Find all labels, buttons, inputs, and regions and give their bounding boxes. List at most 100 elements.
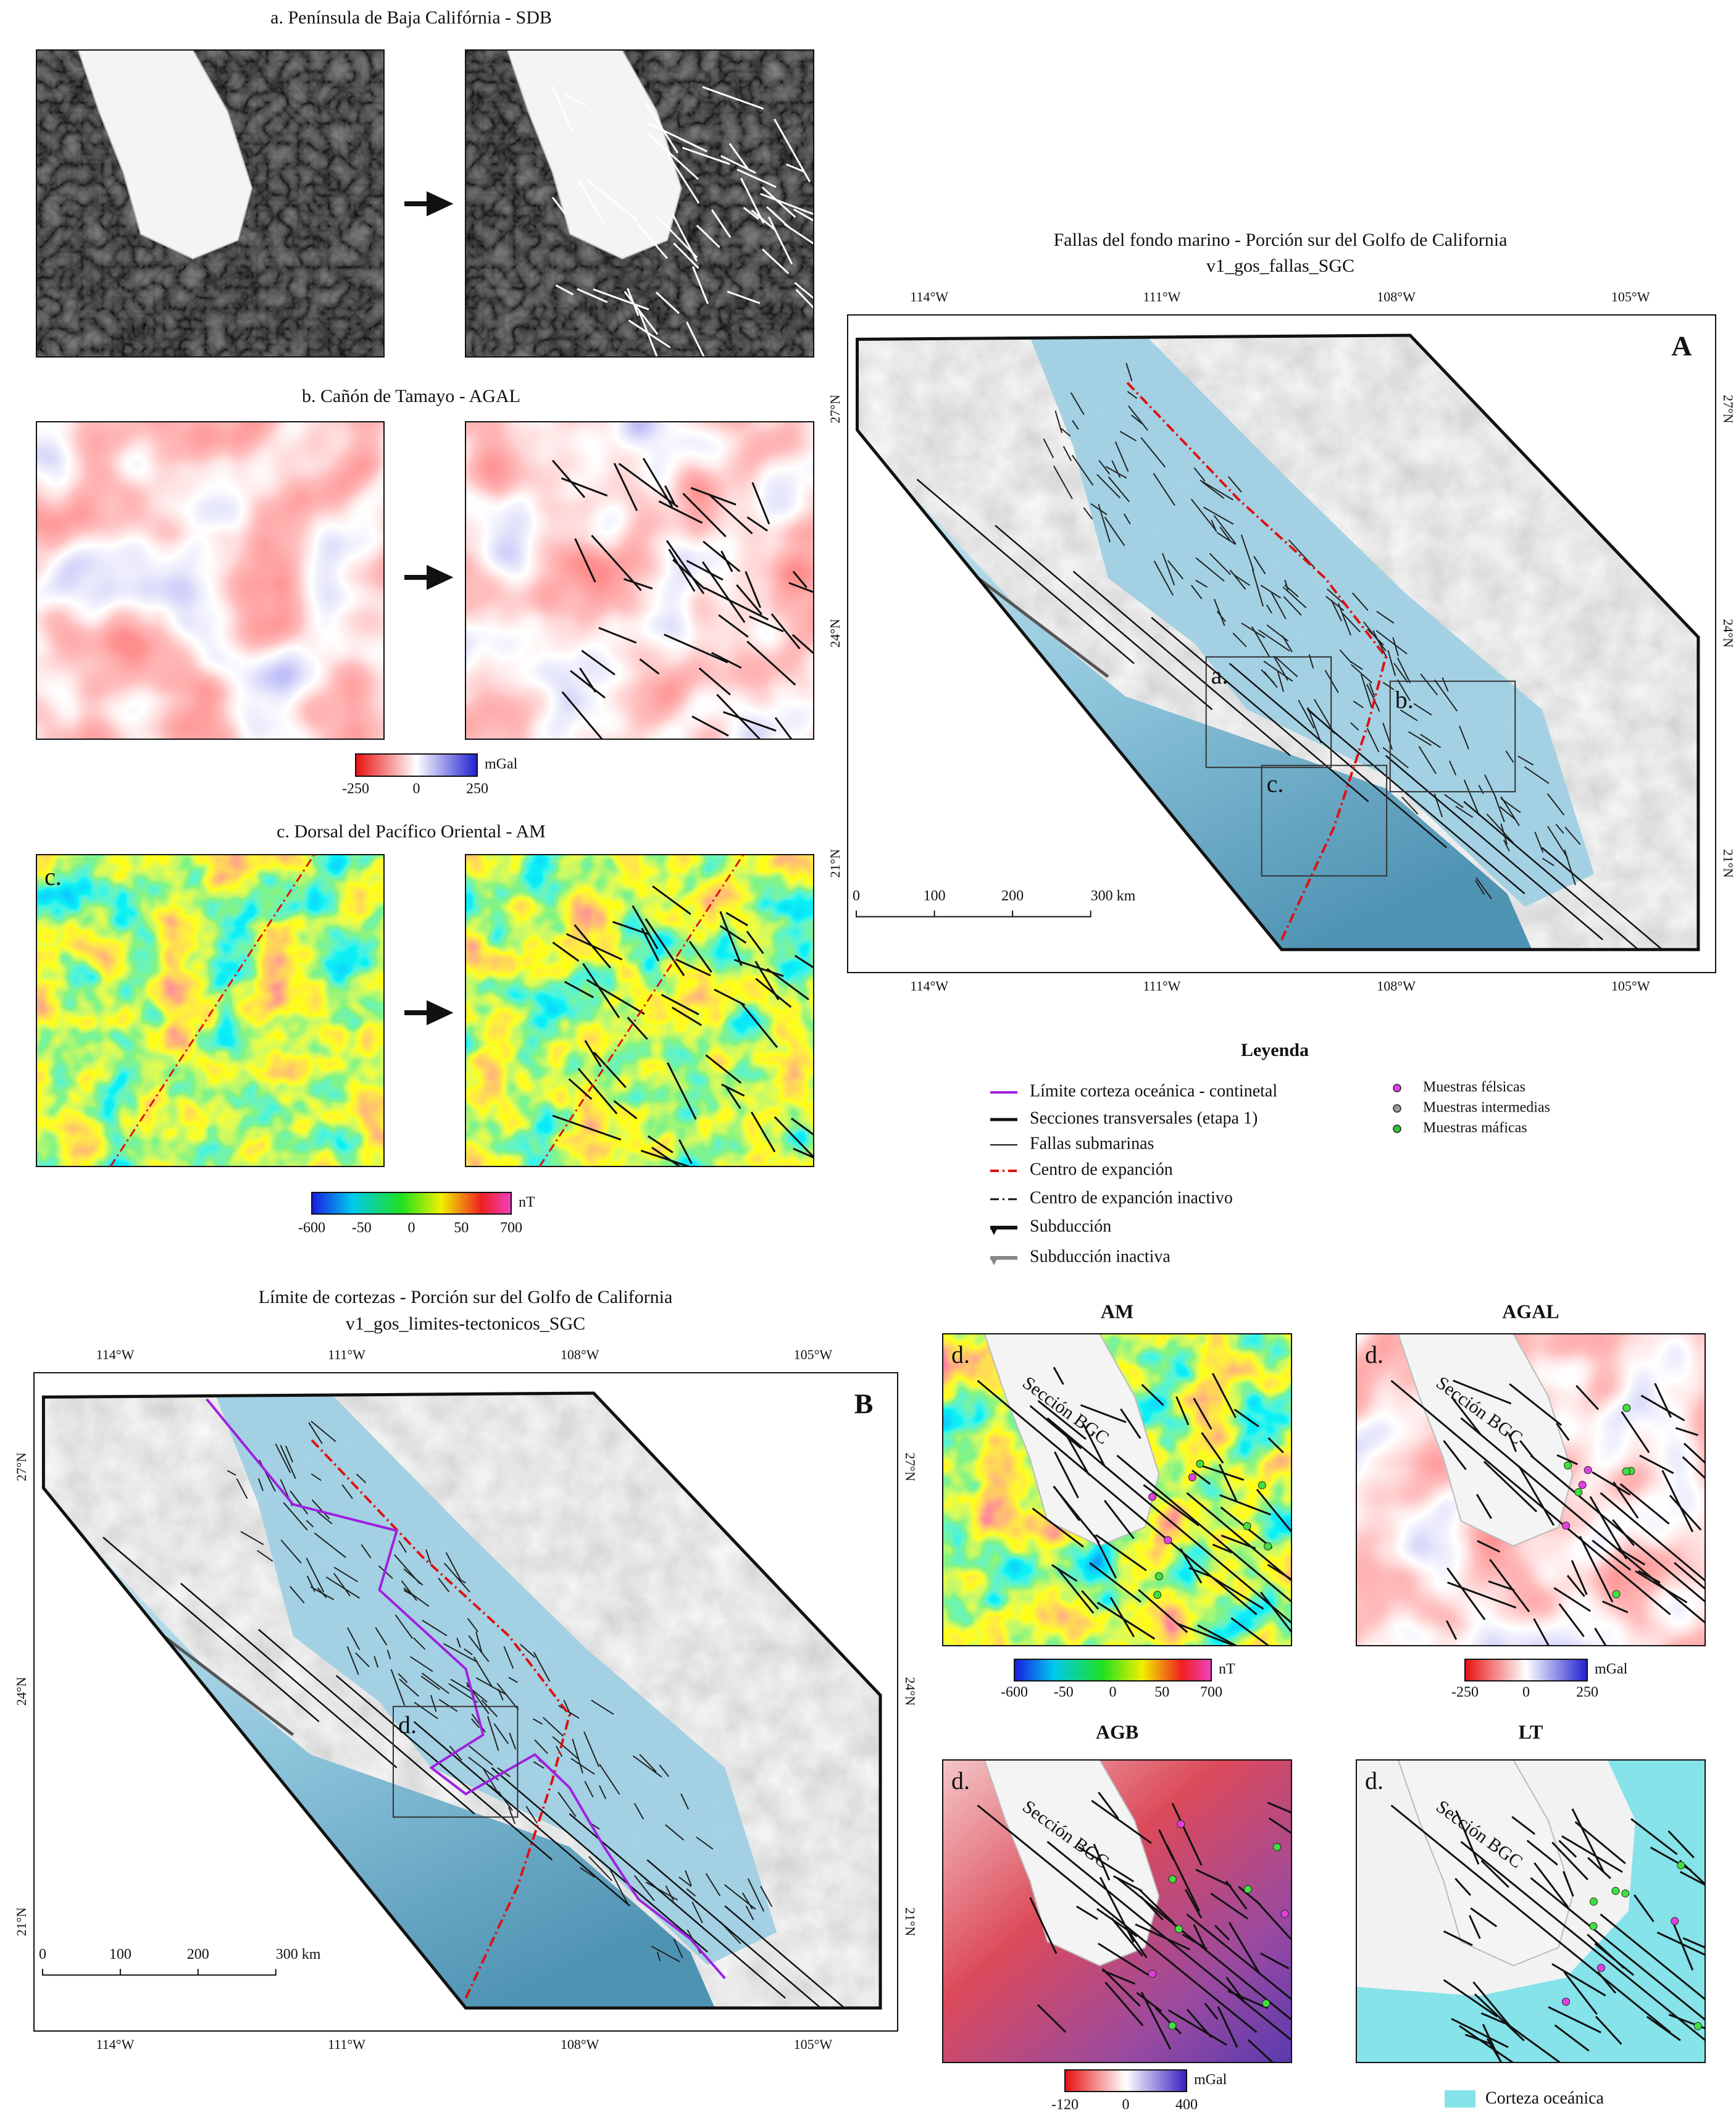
raster: [36, 422, 384, 739]
colorbar-unit: mGal: [1194, 2072, 1227, 2088]
legend-label: Centro de expanción: [1030, 1160, 1173, 1179]
lon-label: 105°W: [1611, 289, 1650, 304]
sample-dot: [1677, 1862, 1685, 1869]
sample-dot: [1563, 1522, 1570, 1530]
colorbar: [1465, 1659, 1587, 1681]
lon-label: 108°W: [1377, 978, 1416, 994]
sample-dot: [1694, 2022, 1701, 2030]
legend-label: Fallas submarinas: [1030, 1134, 1154, 1153]
colorbar-tick-label: -600: [298, 1220, 325, 1236]
lon-label: 114°W: [910, 289, 948, 304]
sample-dot: [1169, 1875, 1176, 1883]
legend-label: Subducción inactiva: [1030, 1247, 1171, 1266]
sample-dot: [1149, 1493, 1156, 1501]
panel-title: AGB: [1096, 1720, 1138, 1743]
colorbar-tick-label: 400: [1175, 2097, 1198, 2113]
panel-title: b. Cañón de Tamayo - AGAL: [302, 386, 520, 406]
sample-dot: [1622, 1468, 1630, 1475]
scale-bar: [856, 910, 1091, 916]
map-subtitle: v1_gos_limites-tectonicos_SGC: [346, 1313, 585, 1334]
colorbar-unit: nT: [519, 1194, 535, 1210]
sample-dot: [1579, 1481, 1586, 1489]
inset-label: a.: [1211, 661, 1229, 689]
colorbar-tick-label: 700: [1200, 1685, 1222, 1701]
panel-label: d.: [1365, 1767, 1383, 1795]
inset-label: d.: [398, 1711, 417, 1739]
lat-label: 24°N: [14, 1677, 29, 1706]
map-image: [848, 315, 1736, 1032]
ocean-crust-swatch: [1445, 2090, 1475, 2108]
legend-label: Centro de expanción inactivo: [1030, 1188, 1233, 1207]
legend-label: Límite corteza oceánica - continetal: [1030, 1081, 1277, 1100]
map-image: [34, 1373, 941, 2090]
colorbar: [1014, 1659, 1211, 1681]
sample-dot: [1281, 1910, 1288, 1917]
scale-bar: [43, 1969, 276, 1975]
panel-title: c. Dorsal del Pacífico Oriental - AM: [277, 821, 546, 842]
legend-title: Leyenda: [1241, 1040, 1309, 1060]
lon-label: 108°W: [1377, 289, 1416, 304]
map-image: [1356, 1760, 1736, 2115]
sample-dot: [1563, 1998, 1570, 2006]
colorbar: [312, 1192, 511, 1214]
sample-dot: [1623, 1404, 1630, 1412]
lat-label: 27°N: [14, 1452, 29, 1481]
sample-dot: [1622, 1890, 1629, 1897]
colorbar: [356, 754, 477, 776]
colorbar-tick-label: 50: [1154, 1685, 1169, 1701]
colorbar: [1065, 2070, 1187, 2092]
sample-dot: [1188, 1473, 1196, 1481]
legend-label: Muestras intermedias: [1423, 1100, 1550, 1116]
raster: [465, 422, 814, 739]
colorbar-tick-label: -600: [1001, 1685, 1028, 1701]
lat-label: 21°N: [1721, 849, 1736, 878]
inset-label: c.: [1267, 770, 1284, 798]
sample-dot: [1169, 2022, 1176, 2030]
sample-dot: [1612, 1887, 1619, 1895]
lon-label: 111°W: [328, 1347, 365, 1362]
colorbar-tick-label: 0: [1522, 1685, 1530, 1701]
arrow: [404, 195, 448, 212]
map-letter: B: [854, 1388, 874, 1420]
scale-label: 200: [187, 1946, 209, 1962]
scale-label: 100: [924, 888, 946, 904]
legend-label: Secciones transversales (etapa 1): [1030, 1108, 1258, 1128]
scale-label: 300 km: [276, 1946, 321, 1962]
sample-dot: [1264, 1543, 1272, 1550]
sample-dot: [1244, 1885, 1251, 1893]
legend-label: Corteza oceánica: [1485, 2088, 1605, 2108]
legend-dot: [1393, 1105, 1401, 1112]
map-title: Límite de cortezas - Porción sur del Gol…: [259, 1287, 673, 1307]
colorbar-unit: nT: [1219, 1661, 1235, 1677]
colorbar-tick-label: 250: [466, 781, 488, 797]
panel-title: LT: [1519, 1720, 1543, 1743]
sample-dot: [1598, 1964, 1605, 1972]
lon-label: 114°W: [96, 2037, 135, 2052]
colorbar-tick-label: -250: [1451, 1685, 1479, 1701]
inset-label: b.: [1395, 685, 1414, 713]
colorbar-tick-label: -250: [342, 781, 369, 797]
sample-dot: [1243, 1522, 1251, 1530]
colorbar-tick-label: -50: [352, 1220, 372, 1236]
colorbar-tick-label: 0: [408, 1220, 415, 1236]
colorbar-unit: mGal: [485, 756, 518, 773]
lon-label: 111°W: [328, 2037, 365, 2052]
map-image: [36, 50, 384, 357]
panel-title: AGAL: [1502, 1300, 1559, 1322]
colorbar-tick-label: -50: [1054, 1685, 1074, 1701]
map-title: Fallas del fondo marino - Porción sur de…: [1054, 230, 1508, 250]
lon-label: 105°W: [1611, 978, 1650, 994]
lat-label: 27°N: [827, 395, 843, 424]
map-image: [36, 422, 384, 739]
legend-dot: [1393, 1084, 1401, 1092]
lat-label: 24°N: [827, 619, 843, 648]
sample-dot: [1564, 1462, 1572, 1469]
lon-label: 105°W: [794, 2037, 833, 2052]
arrow: [404, 569, 448, 586]
scale-label: 200: [1001, 888, 1024, 904]
lat-label: 21°N: [903, 1908, 918, 1937]
lon-label: 114°W: [910, 978, 948, 994]
map-letter: A: [1671, 330, 1692, 362]
panel-label: c.: [44, 863, 62, 890]
scale-label: 0: [853, 888, 860, 904]
